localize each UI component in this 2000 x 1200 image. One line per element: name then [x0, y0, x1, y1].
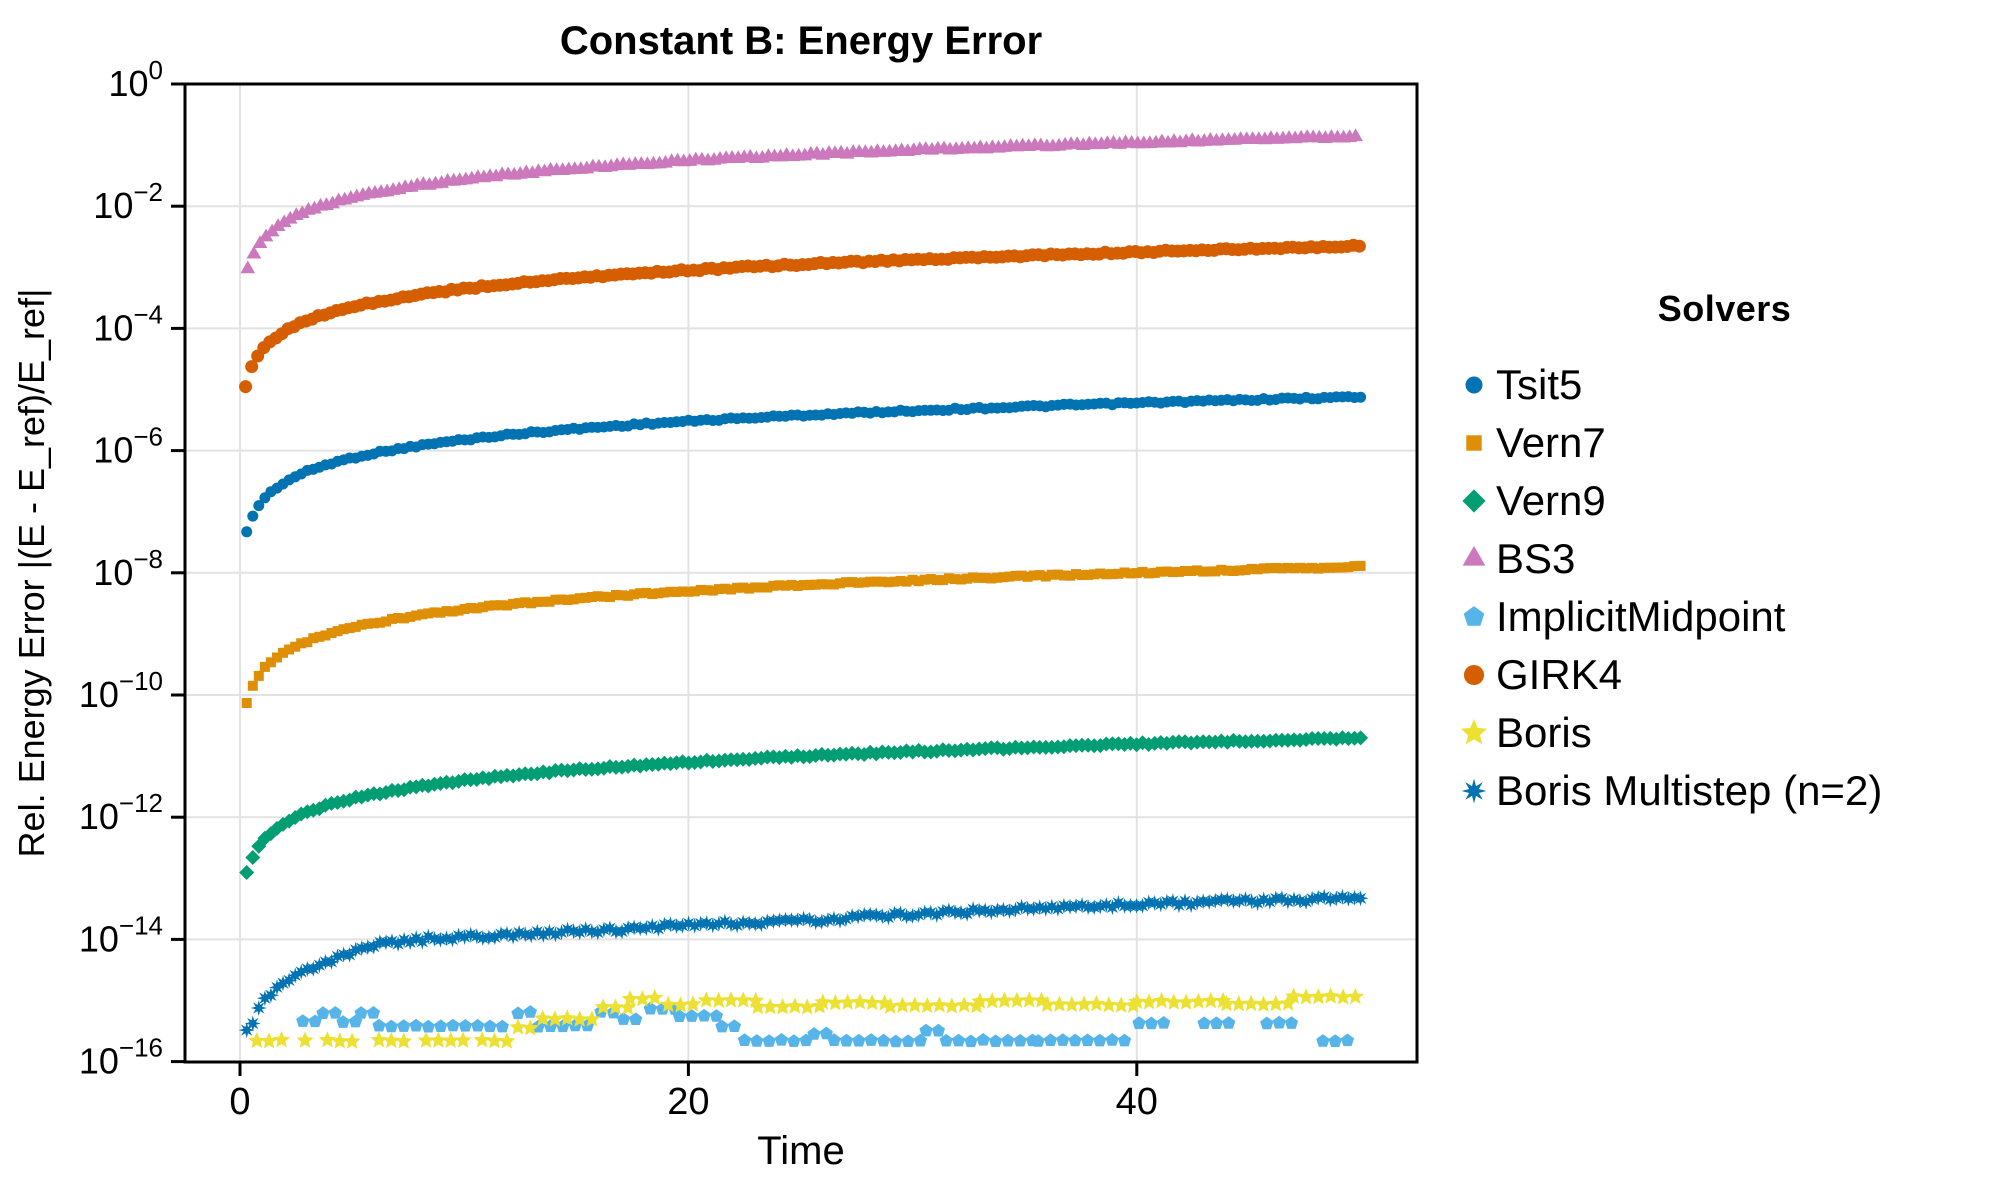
y-axis-label: Rel. Energy Error |(E - E_ref)/E_ref| — [11, 289, 52, 858]
circle-marker-icon — [1452, 658, 1496, 692]
svg-text:10−8: 10−8 — [93, 544, 163, 593]
svg-text:10−16: 10−16 — [79, 1033, 163, 1082]
svg-text:10−2: 10−2 — [93, 177, 163, 226]
legend-item-girk4: GIRK4 — [1452, 646, 1997, 704]
legend-label: BS3 — [1496, 535, 1576, 582]
series-points-tsit5 — [241, 391, 1367, 538]
star8-marker-icon — [1452, 774, 1496, 808]
square-marker-icon — [1452, 426, 1496, 460]
series-points-vern7 — [241, 560, 1366, 708]
diamond-marker-icon — [1452, 484, 1496, 518]
legend-item-boris: Boris — [1452, 704, 1997, 762]
svg-text:40: 40 — [1116, 1081, 1158, 1123]
legend-item-tsit5: Tsit5 — [1452, 356, 1997, 414]
series-points-bs3 — [240, 128, 1363, 274]
legend-item-bs3: BS3 — [1452, 530, 1997, 588]
x-axis-label: Time — [757, 1129, 844, 1173]
svg-text:100: 100 — [108, 55, 163, 104]
svg-text:10−12: 10−12 — [79, 788, 163, 837]
series-layer — [238, 128, 1369, 1049]
svg-text:10−10: 10−10 — [79, 666, 163, 715]
legend-item-implicitmidpoint: ImplicitMidpoint — [1452, 588, 1997, 646]
legend-label: ImplicitMidpoint — [1496, 593, 1786, 640]
legend-item-vern9: Vern9 — [1452, 472, 1997, 530]
legend-label: Vern7 — [1496, 419, 1606, 466]
series-points-boris — [248, 987, 1364, 1049]
legend-item-boris-multistep: Boris Multistep (n=2) — [1452, 762, 1997, 820]
legend-label: Boris — [1496, 709, 1592, 756]
legend-label: GIRK4 — [1496, 651, 1623, 698]
legend: Solvers Tsit5 Vern7 Vern9 BS3 ImplicitMi… — [1452, 288, 1997, 820]
series-points-vern9 — [239, 730, 1369, 880]
series-points-girk4 — [239, 238, 1366, 394]
legend-label: Tsit5 — [1496, 361, 1583, 408]
star5-marker-icon — [1452, 716, 1496, 750]
series-points-implicitmidpoint — [296, 1001, 1355, 1048]
legend-label: Boris Multistep (n=2) — [1496, 767, 1883, 814]
svg-text:20: 20 — [667, 1081, 709, 1123]
legend-title: Solvers — [1657, 288, 1792, 329]
svg-text:10−6: 10−6 — [93, 422, 163, 471]
axis-ticks — [171, 82, 1139, 1076]
legend-label: Vern9 — [1496, 477, 1606, 524]
legend-item-vern7: Vern7 — [1452, 414, 1997, 472]
svg-text:10−4: 10−4 — [93, 299, 163, 348]
svg-text:10−14: 10−14 — [79, 910, 163, 959]
series-points-boris-multistep-n-2 — [238, 888, 1369, 1039]
chart-title: Constant B: Energy Error — [560, 19, 1042, 63]
circle-marker-icon — [1452, 368, 1496, 402]
svg-text:0: 0 — [229, 1081, 250, 1123]
triangle-marker-icon — [1452, 542, 1496, 576]
pentagon-marker-icon — [1452, 600, 1496, 634]
